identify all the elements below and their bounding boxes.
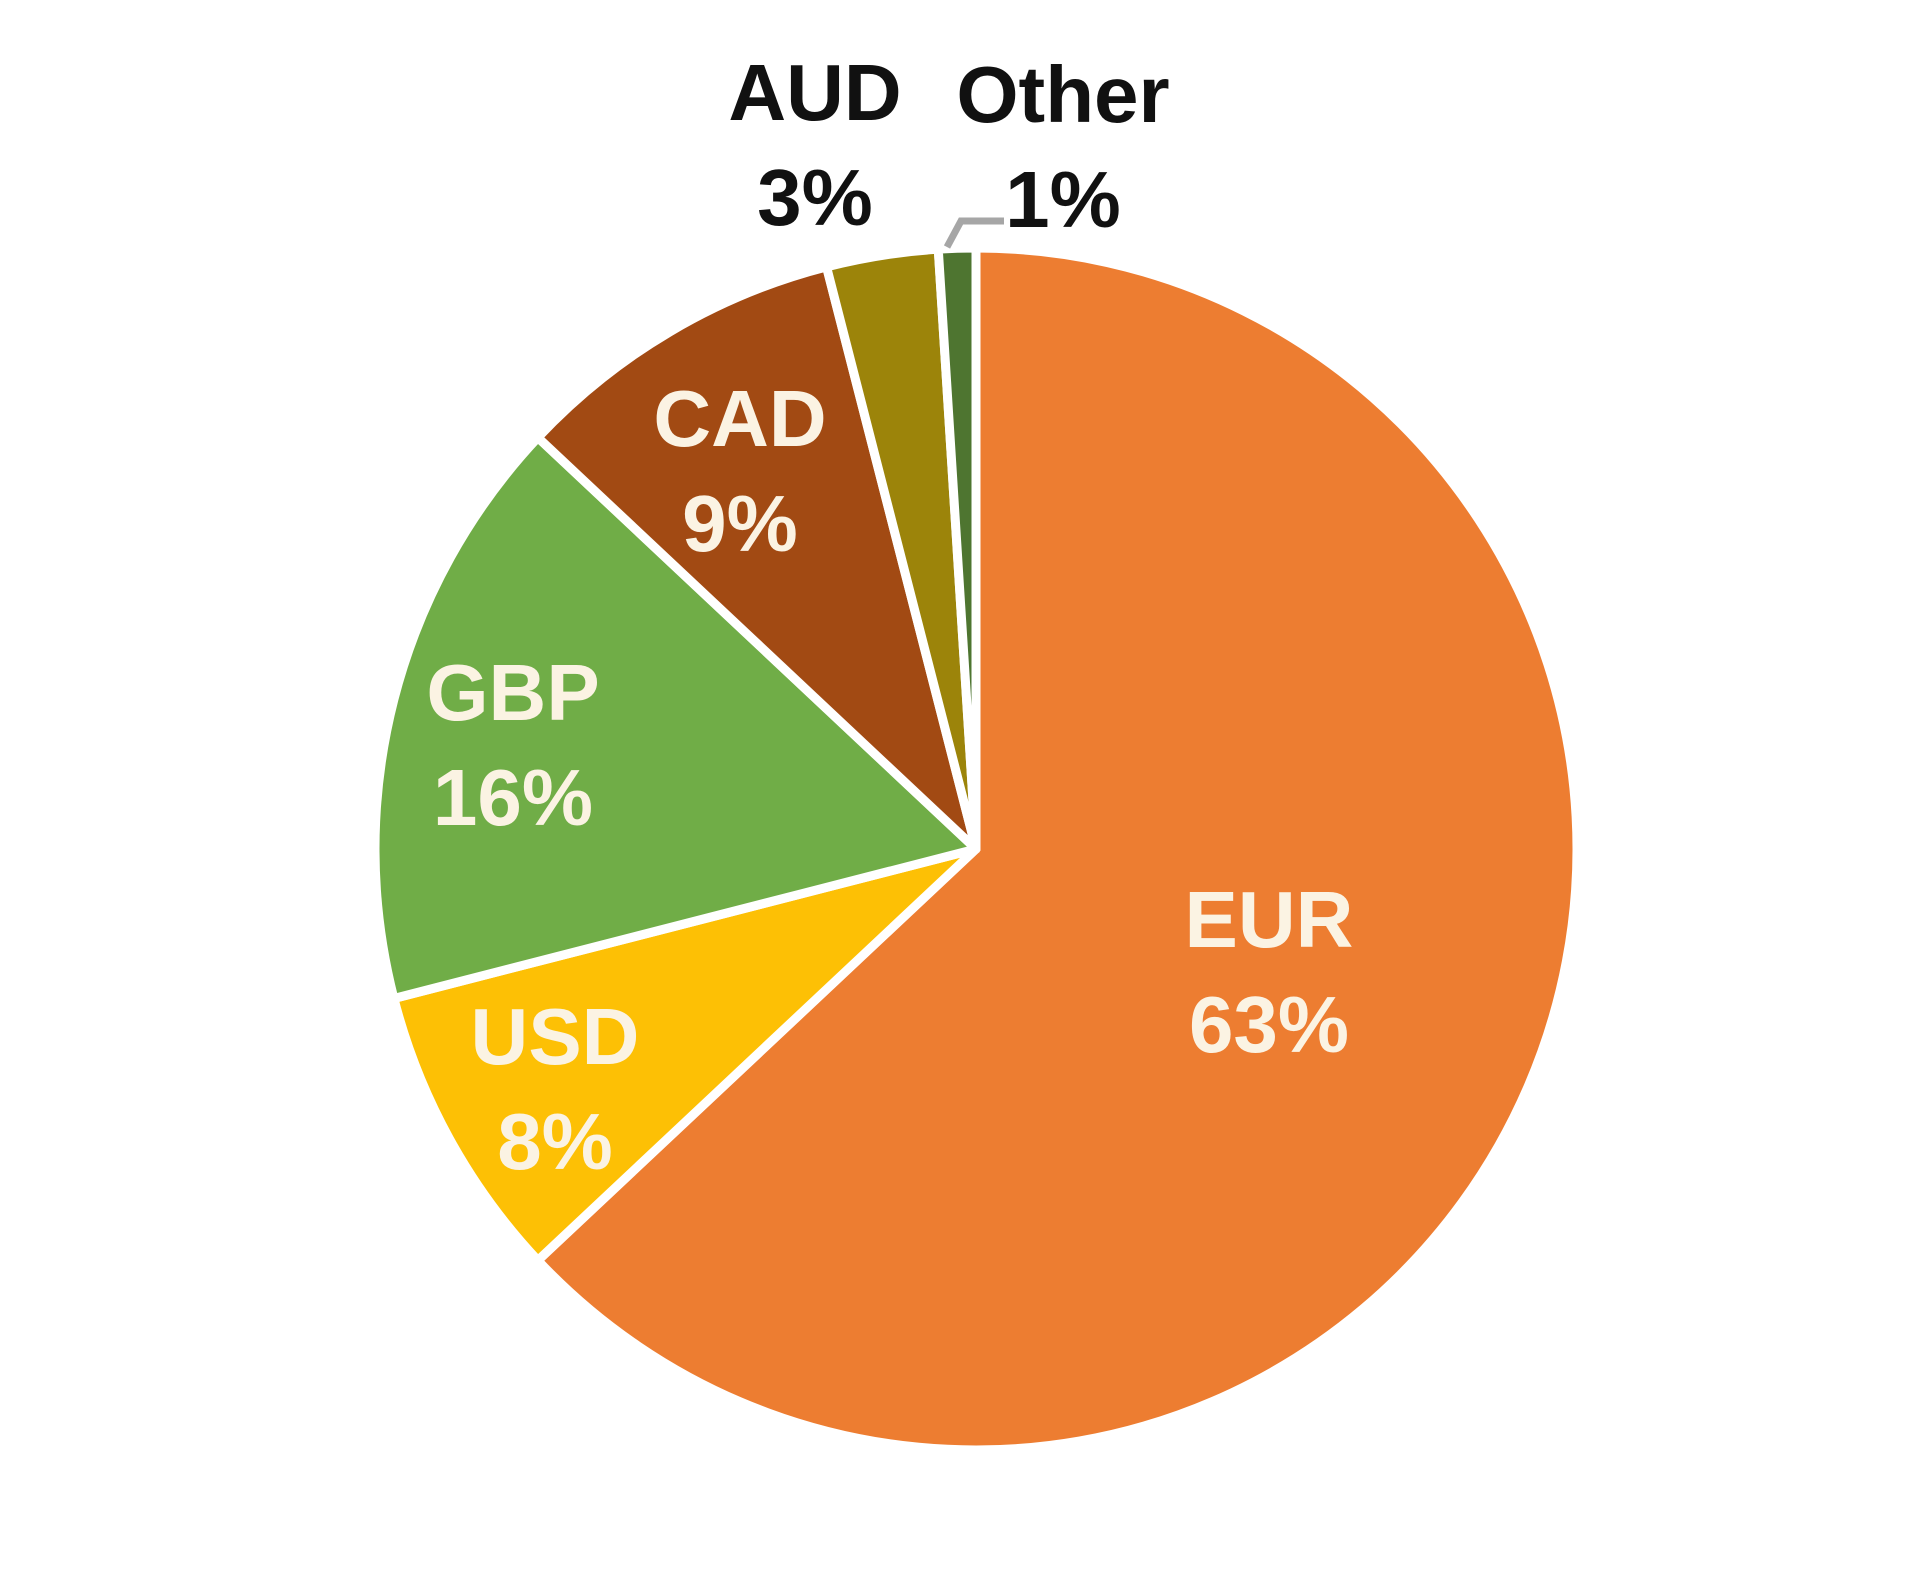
pie-slice-cad <box>533 262 981 854</box>
pie-slice-usd <box>389 844 981 1265</box>
pie-slice-other <box>933 243 981 854</box>
pie-slice-eur <box>533 243 1582 1455</box>
other-slice-leader-line <box>943 217 1004 249</box>
pie-slice-gbp <box>370 433 981 1003</box>
